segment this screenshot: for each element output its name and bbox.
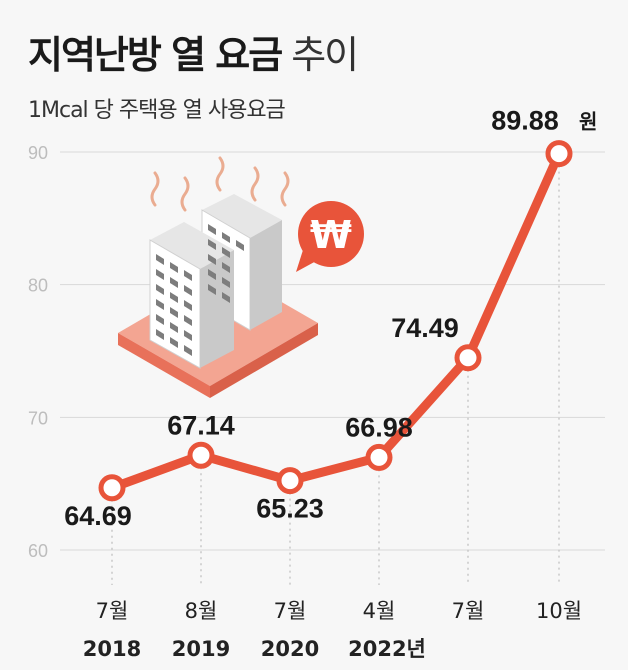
x-label-month: 7월: [452, 599, 485, 623]
x-label-month: 4월: [363, 599, 396, 623]
y-tick-label: 80: [28, 276, 48, 296]
y-tick-label: 90: [28, 143, 48, 163]
data-point: [365, 443, 393, 471]
chart-title: 지역난방 열 요금 추이: [28, 24, 359, 79]
x-label-year: 2020: [261, 637, 319, 661]
x-label-month: 8월: [185, 599, 218, 623]
data-label: 64.69: [64, 501, 132, 531]
series-line-path: [107, 149, 564, 493]
data-labels: 64.69 67.14 65.23 66.98 74.49 89.88 원: [64, 106, 597, 531]
y-tick-label: 60: [28, 541, 48, 561]
won-currency-icon: ₩: [296, 201, 364, 272]
data-label: 89.88: [491, 106, 559, 136]
data-label: 66.98: [345, 412, 413, 442]
data-point: [454, 344, 482, 372]
data-point: [187, 441, 215, 469]
x-label-month: 10월: [536, 599, 582, 623]
data-label: 67.14: [167, 410, 235, 440]
won-symbol: ₩: [310, 213, 352, 257]
data-label: 65.23: [256, 494, 324, 524]
y-tick-label: 70: [28, 408, 48, 428]
value-unit: 원: [579, 110, 597, 134]
x-guide-lines: [111, 165, 560, 585]
x-label-month: 7월: [274, 599, 307, 623]
chart-title-light: 추이: [291, 33, 359, 77]
x-label-year: 2018: [83, 637, 141, 661]
y-axis-ticks: 60 70 80 90: [28, 143, 48, 561]
chart-title-bold: 지역난방 열 요금: [28, 33, 283, 77]
data-point: [545, 140, 573, 168]
x-axis-labels: 7월 2018 8월 2019 7월 2020 4월 2022년 7월 10월: [83, 599, 582, 661]
series-line: [107, 149, 564, 493]
x-label-year: 2019: [172, 637, 230, 661]
data-point: [276, 467, 304, 495]
series-points: [98, 140, 573, 502]
data-label: 74.49: [391, 313, 459, 343]
x-label-year: 2022년: [348, 637, 426, 661]
x-label-month: 7월: [96, 599, 129, 623]
apartment-buildings-illustration: [118, 156, 318, 398]
data-point: [98, 474, 126, 502]
chart-subtitle: 1Mcal 당 주택용 열 사용요금: [28, 98, 286, 123]
